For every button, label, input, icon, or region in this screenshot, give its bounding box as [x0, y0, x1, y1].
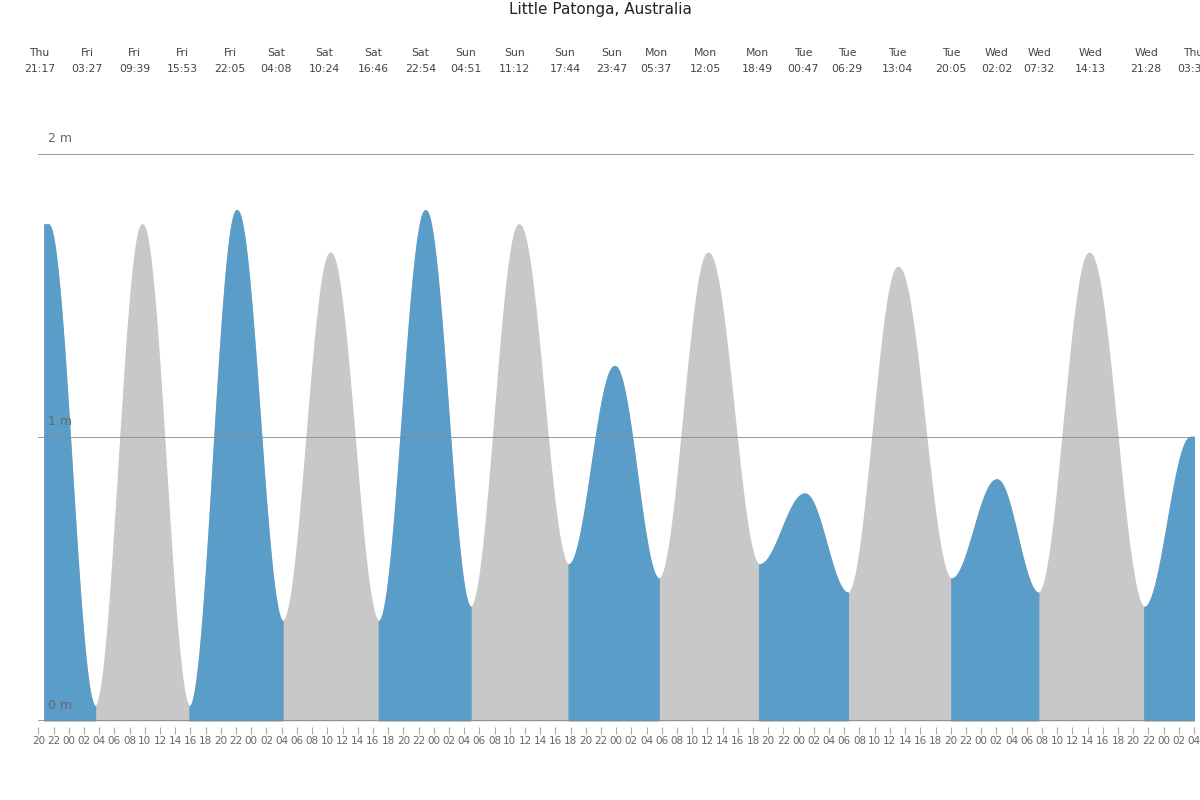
Text: 03:33: 03:33: [1177, 64, 1200, 74]
Text: 18:49: 18:49: [742, 64, 773, 74]
Text: 03:27: 03:27: [71, 64, 102, 74]
Text: 21:17: 21:17: [24, 64, 55, 74]
Text: 21:28: 21:28: [1130, 64, 1162, 74]
Text: 04:08: 04:08: [260, 64, 292, 74]
Text: 07:32: 07:32: [1024, 64, 1055, 74]
Text: Sat: Sat: [365, 48, 383, 58]
Text: Tue: Tue: [838, 48, 857, 58]
Text: Little Patonga, Australia: Little Patonga, Australia: [509, 2, 691, 18]
Text: Sun: Sun: [456, 48, 476, 58]
Text: 22:54: 22:54: [404, 64, 436, 74]
Text: Thu: Thu: [30, 48, 49, 58]
Text: 09:39: 09:39: [119, 64, 150, 74]
Text: Wed: Wed: [1079, 48, 1103, 58]
Text: 00:47: 00:47: [787, 64, 818, 74]
Text: 23:47: 23:47: [595, 64, 626, 74]
Text: Fri: Fri: [176, 48, 188, 58]
Text: 02:02: 02:02: [982, 64, 1013, 74]
Text: Tue: Tue: [942, 48, 960, 58]
Text: 04:51: 04:51: [450, 64, 481, 74]
Text: 15:53: 15:53: [167, 64, 198, 74]
Text: 05:37: 05:37: [641, 64, 672, 74]
Text: Sat: Sat: [412, 48, 430, 58]
Text: Fri: Fri: [128, 48, 140, 58]
Text: Mon: Mon: [746, 48, 769, 58]
Text: Fri: Fri: [80, 48, 94, 58]
Text: Thu: Thu: [1183, 48, 1200, 58]
Text: 12:05: 12:05: [690, 64, 721, 74]
Text: 20:05: 20:05: [936, 64, 967, 74]
Text: Tue: Tue: [794, 48, 812, 58]
Text: Mon: Mon: [644, 48, 667, 58]
Text: 06:29: 06:29: [832, 64, 863, 74]
Text: Fri: Fri: [223, 48, 236, 58]
Text: 13:04: 13:04: [882, 64, 913, 74]
Text: 1 m: 1 m: [48, 415, 72, 429]
Text: 0 m: 0 m: [48, 698, 72, 712]
Text: 22:05: 22:05: [215, 64, 246, 74]
Text: Tue: Tue: [888, 48, 907, 58]
Text: 16:46: 16:46: [358, 64, 389, 74]
Text: Wed: Wed: [985, 48, 1009, 58]
Text: 17:44: 17:44: [550, 64, 581, 74]
Text: 2 m: 2 m: [48, 132, 72, 145]
Text: Sat: Sat: [268, 48, 286, 58]
Text: Wed: Wed: [1027, 48, 1051, 58]
Text: 10:24: 10:24: [308, 64, 340, 74]
Text: Sun: Sun: [504, 48, 526, 58]
Text: 14:13: 14:13: [1075, 64, 1106, 74]
Text: Sun: Sun: [601, 48, 622, 58]
Text: Sun: Sun: [554, 48, 575, 58]
Text: 11:12: 11:12: [499, 64, 530, 74]
Text: Mon: Mon: [694, 48, 718, 58]
Text: Wed: Wed: [1134, 48, 1158, 58]
Text: Sat: Sat: [316, 48, 334, 58]
